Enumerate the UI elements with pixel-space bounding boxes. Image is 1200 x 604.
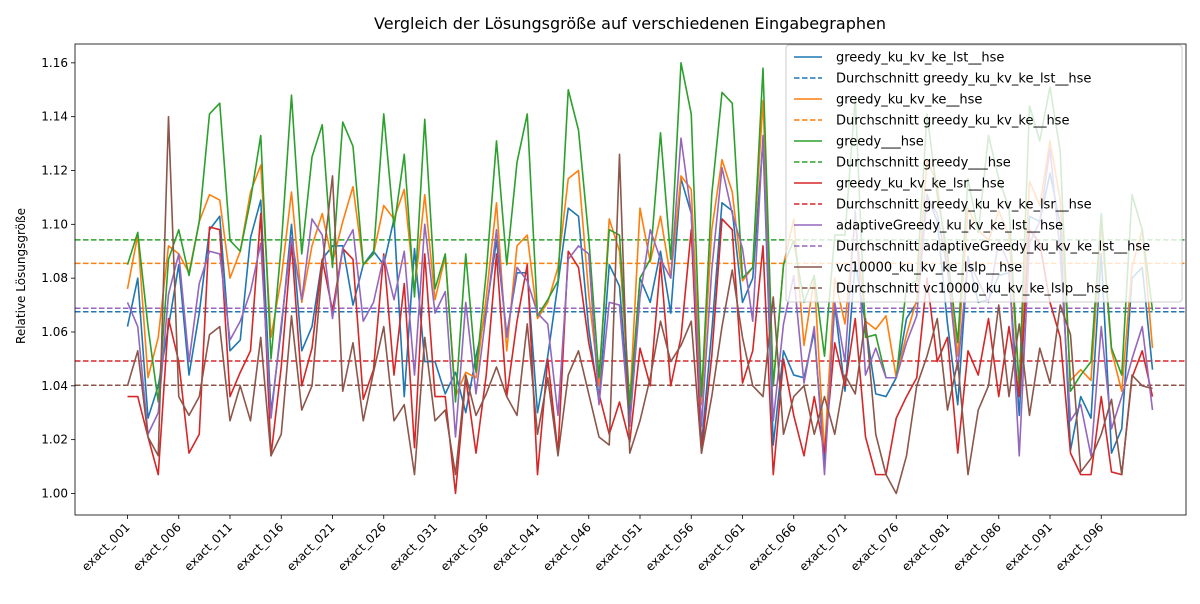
x-tick-label: exact_011 <box>181 520 235 574</box>
x-tick-label: exact_081 <box>899 520 953 574</box>
y-tick-label: 1.02 <box>41 433 68 447</box>
legend-average-label-5: Durchschnitt vc10000_ku_kv_ke_lslp__hse <box>836 282 1109 297</box>
y-axis-label: Relative Lösungsgröße <box>14 208 28 344</box>
x-tick-label: exact_076 <box>848 520 902 574</box>
y-tick-label: 1.16 <box>41 56 68 70</box>
y-tick-label: 1.00 <box>41 486 68 500</box>
legend-average-label-1: Durchschnitt greedy_ku_kv_ke__hse <box>836 114 1069 129</box>
legend-average-label-0: Durchschnitt greedy_ku_kv_ke_lst__hse <box>836 72 1091 87</box>
x-tick-label: exact_021 <box>284 520 338 574</box>
x-tick-label: exact_096 <box>1053 520 1107 574</box>
series-line-3 <box>127 212 1154 495</box>
legend: greedy_ku_kv_ke_lst__hse Durchschnitt gre… <box>785 44 1183 303</box>
x-tick-label: exact_036 <box>438 520 492 574</box>
y-tick-label: 1.04 <box>41 379 68 393</box>
x-tick-label: exact_056 <box>643 520 697 574</box>
x-tick-label: exact_041 <box>489 520 543 574</box>
legend-average-label-3: Durchschnitt greedy_ku_kv_ke_lsr__hse <box>836 198 1092 213</box>
x-tick-label: exact_066 <box>745 520 799 574</box>
series-line-5 <box>126 115 1153 495</box>
y-tick-label: 1.14 <box>41 110 68 124</box>
legend-average-label-4: Durchschnitt adaptiveGreedy_ku_kv_ke_lst… <box>836 240 1150 255</box>
legend-series-label-0: greedy_ku_kv_ke_lst__hse <box>836 51 1004 66</box>
x-tick-label: exact_001 <box>79 520 133 574</box>
y-tick-label: 1.12 <box>41 163 68 177</box>
y-tick-label: 1.10 <box>41 217 68 231</box>
legend-series-label-2: greedy___hse <box>836 135 924 150</box>
x-tick-label: exact_071 <box>796 520 850 574</box>
legend-series-label-4: adaptiveGreedy_ku_kv_ke_lst__hse <box>836 219 1063 234</box>
legend-average-label-2: Durchschnitt greedy___hse <box>836 156 1011 171</box>
x-tick-label: exact_051 <box>591 520 645 574</box>
legend-series-label-5: vc10000_ku_kv_ke_lslp__hse <box>836 261 1022 276</box>
legend-box <box>785 44 1183 303</box>
x-tick-label: exact_091 <box>1001 520 1055 574</box>
x-tick-label: exact_061 <box>694 520 748 574</box>
y-tick-label: 1.08 <box>41 271 68 285</box>
x-tick-label: exact_031 <box>386 520 440 574</box>
x-tick-label: exact_046 <box>540 520 594 574</box>
x-tick-label: exact_026 <box>335 520 389 574</box>
x-tick-label: exact_086 <box>950 520 1004 574</box>
legend-series-label-3: greedy_ku_kv_ke_lsr__hse <box>836 177 1005 192</box>
x-tick-label: exact_016 <box>233 520 287 574</box>
axes-frame <box>74 43 1187 516</box>
x-tick-label: exact_006 <box>130 520 184 574</box>
y-tick-label: 1.06 <box>41 325 68 339</box>
chart-title: Vergleich der Lösungsgröße auf verschied… <box>374 14 886 33</box>
legend-series-label-1: greedy_ku_kv_ke__hse <box>836 93 982 108</box>
